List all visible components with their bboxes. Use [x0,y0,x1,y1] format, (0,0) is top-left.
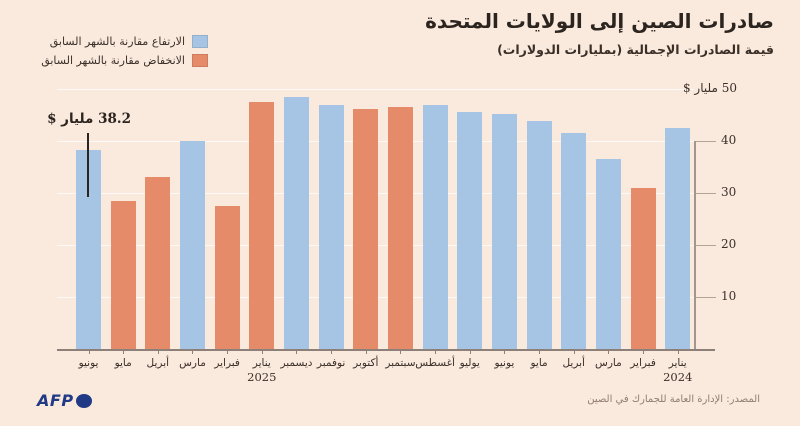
x-axis-tick [400,349,402,354]
legend-item-decrease: الانخفاض مقارنة بالشهر السابق [38,53,208,68]
bar [76,150,101,349]
x-axis-tick [469,349,471,354]
annotation-pointer-line [87,133,89,197]
x-axis-tick [573,349,575,354]
afp-logo-text: AFP [37,391,74,410]
x-axis-month-label: مايو [530,357,548,369]
x-axis-month-label: مايو [114,357,132,369]
x-axis-tick [157,349,159,354]
x-axis-month-label: مارس [595,357,622,369]
x-axis-year-label: 2025 [247,370,277,384]
legend-up-label: الارتفاع مقارنة بالشهر السابق [49,35,185,48]
y-axis-tick-label: 20 [721,237,737,251]
afp-logo: AFP [37,391,92,410]
y-axis-tick-label: 30 [721,185,737,199]
x-axis-month-label: نوفمبر [316,357,346,369]
y-axis-tick-label: 10 [721,289,737,303]
x-axis-tick [192,349,194,354]
y-axis-tick [694,245,716,246]
x-axis-tick [643,349,645,354]
bar [353,108,379,349]
y-axis-tick-label: 40 [721,133,737,147]
page-title: صادرات الصين إلى الولايات المتحدة [425,9,774,33]
legend-item-increase: الارتفاع مقارنة بالشهر السابق [38,34,208,49]
x-axis-month-label: أغسطس [415,357,455,369]
legend-down-label: الانخفاض مقارنة بالشهر السابق [41,54,185,67]
legend: الارتفاع مقارنة بالشهر السابق الانخفاض م… [38,34,208,68]
x-axis-tick [123,349,125,354]
x-axis-month-label: يونيو [78,357,99,369]
x-axis-tick [331,349,333,354]
bar [110,200,136,349]
bar [387,107,413,349]
y-axis-tick [694,141,716,142]
bar [457,112,483,349]
y-axis-tick [694,297,716,298]
x-axis-tick [539,349,541,354]
gridline [57,89,694,90]
bar [630,187,656,349]
value-annotation: 38.2 مليار $ [47,111,131,127]
chart-subtitle: قيمة الصادرات الإجمالية (بمليارات الدولا… [497,42,774,57]
x-axis-month-label: يناير 2025 [240,357,284,384]
x-axis-month-label: سبتمبر [385,357,416,369]
y-axis-tick [694,193,716,194]
x-axis-tick [261,349,263,354]
x-axis-year-label: 2024 [663,370,693,384]
x-axis-month-label: أبريل [562,357,585,369]
bar [595,159,621,349]
bar [491,113,517,349]
legend-up-swatch [192,35,208,48]
x-axis-tick [677,349,679,354]
legend-down-swatch [192,54,208,67]
x-axis-month-label: مارس [179,357,206,369]
source-credit: المصدر: الإدارة العامة للجمارك في الصين [587,394,760,405]
x-axis-month-label: ديسمبر [280,357,313,369]
x-axis-month-label: يونيو [494,357,515,369]
x-axis-month-label: أبريل [146,357,170,369]
x-axis-month-label: أكتوبر [353,357,379,369]
x-axis-tick [296,349,298,354]
bar [249,102,275,349]
x-axis-tick [88,349,90,354]
bar [145,177,171,349]
x-axis-line [57,349,715,351]
bar [665,128,691,349]
x-axis-tick [227,349,229,354]
x-axis-tick [608,349,610,354]
bar [283,96,309,349]
globe-icon [75,393,92,408]
bar [422,104,448,349]
bar [179,141,205,349]
bar [561,133,587,349]
x-axis-month-label: يناير 2024 [656,357,700,384]
x-axis-month-label: يوليو [459,357,480,369]
x-axis-tick [504,349,506,354]
bar [526,121,552,349]
y-axis-line [694,141,696,349]
y-axis-unit-label: 50 مليار $ [682,81,737,95]
bar [214,206,240,349]
bar [318,104,344,349]
x-axis-month-label: فبراير [214,357,240,369]
x-axis-tick [435,349,437,354]
x-axis-tick [365,349,367,354]
x-axis-month-label: فبراير [630,357,656,369]
